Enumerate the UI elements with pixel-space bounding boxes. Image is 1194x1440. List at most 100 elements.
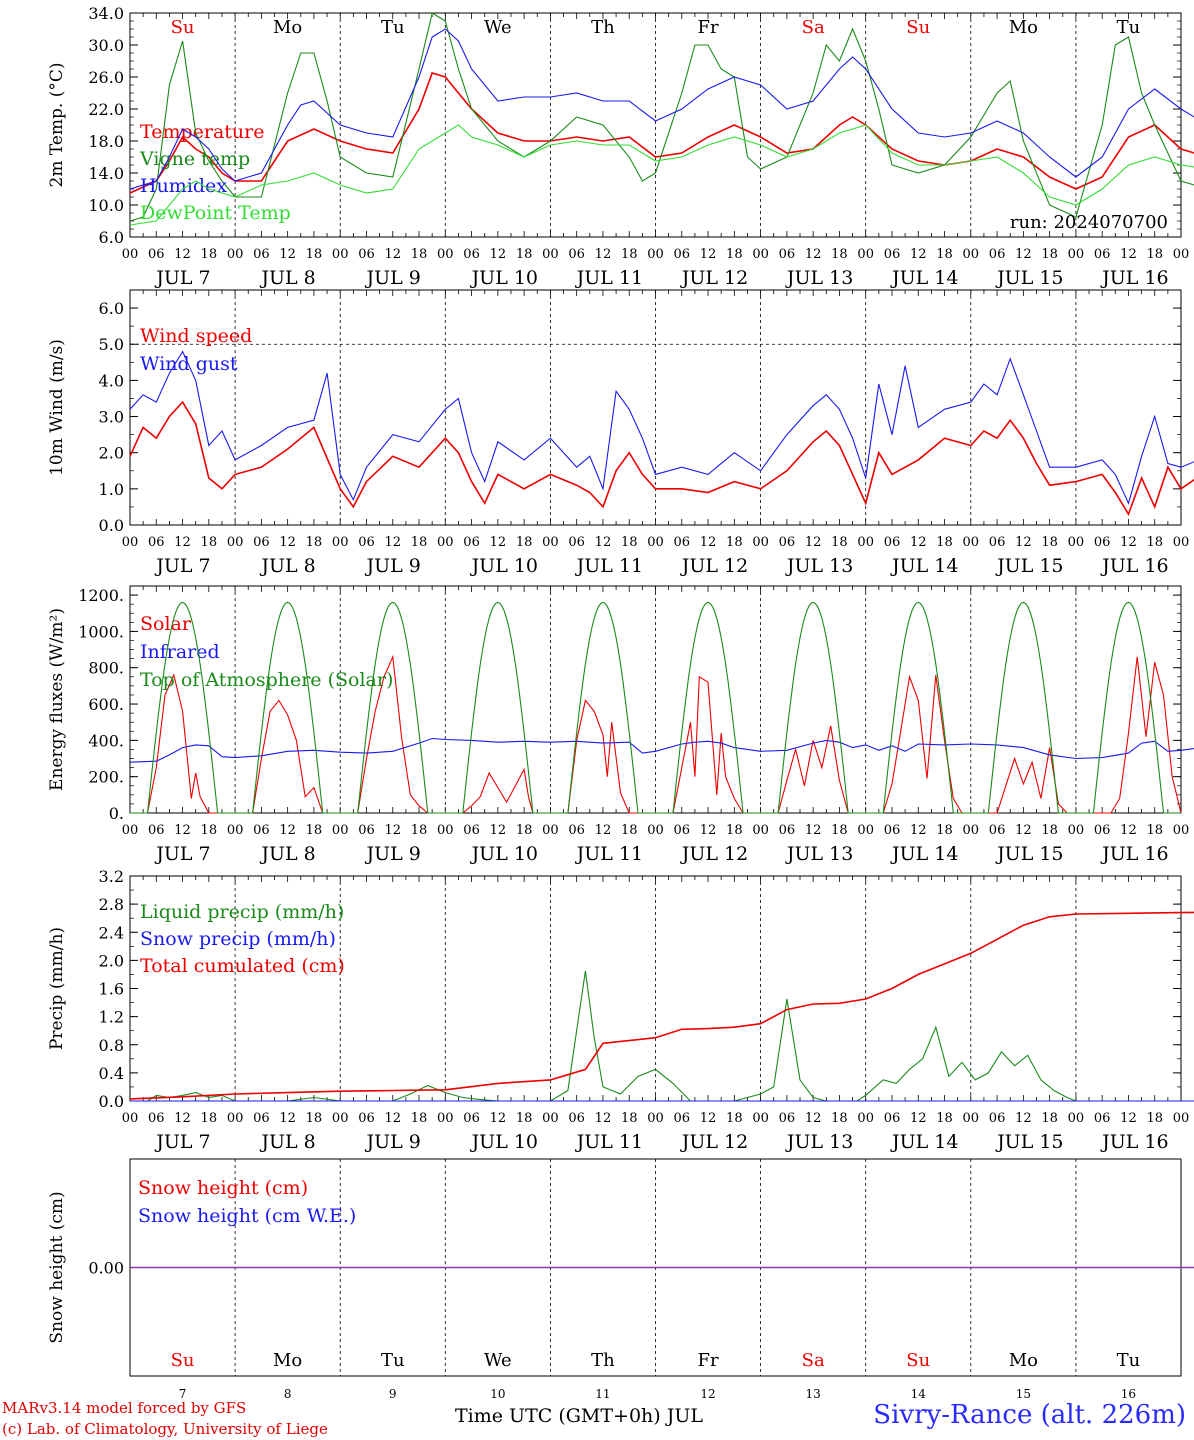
hour-label: 00 — [332, 247, 349, 262]
weekday-label: Tu — [1117, 17, 1141, 38]
y-tick-label: 10.0 — [88, 196, 124, 215]
hour-label: 06 — [148, 823, 165, 838]
y-tick-label: 2.0 — [99, 444, 124, 463]
hour-label: 00 — [963, 247, 980, 262]
hour-label: 06 — [463, 1111, 480, 1126]
y-tick-label: 600. — [88, 695, 124, 714]
series-line-wind-1 — [129, 350, 1194, 505]
hour-label: 18 — [726, 1111, 743, 1126]
y-tick-label: 0.4 — [99, 1064, 124, 1083]
hour-label: 12 — [700, 247, 717, 262]
hour-label: 12 — [174, 1111, 191, 1126]
day-label: JUL 16 — [1100, 267, 1168, 289]
hour-label: 06 — [884, 247, 901, 262]
hour-label: 12 — [279, 247, 296, 262]
y-tick-label: 22.0 — [88, 100, 124, 119]
hour-label: 12 — [384, 535, 401, 550]
day-label: JUL 13 — [785, 843, 853, 865]
day-number: 12 — [700, 1387, 715, 1401]
hour-label: 00 — [122, 535, 139, 550]
hour-label: 12 — [490, 823, 507, 838]
hour-label: 06 — [779, 1111, 796, 1126]
day-label: JUL 9 — [364, 1131, 420, 1153]
hour-label: 12 — [174, 823, 191, 838]
y-tick-label: 0.00 — [88, 1259, 124, 1278]
y-tick-label: 0.0 — [99, 516, 124, 535]
hour-label: 12 — [805, 1111, 822, 1126]
day-label: JUL 8 — [259, 843, 315, 865]
series-line-energy-2 — [130, 601, 1181, 814]
day-label: JUL 12 — [680, 1131, 748, 1153]
hour-label: 00 — [1068, 823, 1085, 838]
day-label: JUL 12 — [680, 267, 748, 289]
hour-label: 00 — [542, 535, 559, 550]
hour-label: 00 — [752, 535, 769, 550]
day-label: JUL 16 — [1100, 843, 1168, 865]
hour-label: 18 — [726, 535, 743, 550]
hour-label: 00 — [647, 823, 664, 838]
hour-label: 18 — [831, 823, 848, 838]
hour-label: 18 — [306, 535, 323, 550]
series-line-precip-2 — [129, 911, 1194, 1100]
hour-label: 00 — [437, 823, 454, 838]
series-line-wind-0 — [129, 400, 1194, 517]
day-label: JUL 11 — [575, 843, 643, 865]
hour-label: 06 — [674, 823, 691, 838]
hour-label: 06 — [253, 535, 270, 550]
day-label: JUL 8 — [259, 267, 315, 289]
hour-label: 00 — [1068, 1111, 1085, 1126]
hour-label: 06 — [1094, 247, 1111, 262]
legend-entry: Snow height (cm W.E.) — [138, 1205, 356, 1227]
legend-entry: Humidex — [140, 175, 227, 197]
hour-label: 06 — [568, 823, 585, 838]
day-label: JUL 15 — [995, 1131, 1063, 1153]
hour-label: 00 — [1068, 535, 1085, 550]
hour-label: 06 — [148, 247, 165, 262]
weekday-label-bottom: Mo — [1009, 1350, 1038, 1371]
hour-label: 18 — [201, 823, 218, 838]
hour-label: 18 — [621, 535, 638, 550]
hour-label: 00 — [542, 823, 559, 838]
hour-label: 00 — [122, 247, 139, 262]
y-tick-label: 4.0 — [99, 371, 124, 390]
weekday-label-bottom: Sa — [802, 1350, 825, 1371]
run-label: run: 2024070700 — [1010, 212, 1168, 233]
legend-entry: Temperature — [140, 121, 264, 143]
y-axis-label: 2m Temp. (°C) — [47, 62, 67, 187]
hour-label: 00 — [437, 535, 454, 550]
hour-label: 18 — [936, 535, 953, 550]
day-label: JUL 8 — [259, 555, 315, 577]
weekday-label-bottom: We — [484, 1350, 512, 1371]
hour-label: 18 — [201, 1111, 218, 1126]
day-number: 10 — [490, 1387, 505, 1401]
legend-entry: Vigne temp — [139, 148, 250, 170]
day-label: JUL 12 — [680, 555, 748, 577]
y-tick-label: 0.0 — [99, 1092, 124, 1111]
hour-label: 00 — [542, 247, 559, 262]
hour-label: 00 — [1068, 247, 1085, 262]
y-tick-label: 6.0 — [99, 299, 124, 318]
y-tick-label: 26.0 — [88, 68, 124, 87]
hour-label: 18 — [831, 1111, 848, 1126]
hour-label: 18 — [411, 247, 428, 262]
hour-label: 12 — [490, 535, 507, 550]
y-tick-label: 3.0 — [99, 408, 124, 427]
y-axis-label: Energy fluxes (W/m²) — [47, 608, 67, 791]
hour-label: 18 — [831, 535, 848, 550]
hour-label: 06 — [1094, 1111, 1111, 1126]
legend-entry: Solar — [140, 613, 192, 635]
weekday-label: Su — [906, 17, 930, 38]
hour-label: 00 — [122, 1111, 139, 1126]
y-tick-label: 6.0 — [99, 228, 124, 247]
hour-label: 18 — [726, 823, 743, 838]
day-label: JUL 10 — [470, 843, 538, 865]
y-tick-label: 1.2 — [99, 1008, 124, 1027]
day-label: JUL 14 — [890, 555, 958, 577]
hour-label: 06 — [779, 247, 796, 262]
hour-label: 00 — [122, 823, 139, 838]
hour-label: 06 — [358, 247, 375, 262]
hour-label: 12 — [910, 1111, 927, 1126]
hour-label: 12 — [595, 1111, 612, 1126]
hour-label: 18 — [516, 535, 533, 550]
day-label: JUL 7 — [154, 555, 210, 577]
